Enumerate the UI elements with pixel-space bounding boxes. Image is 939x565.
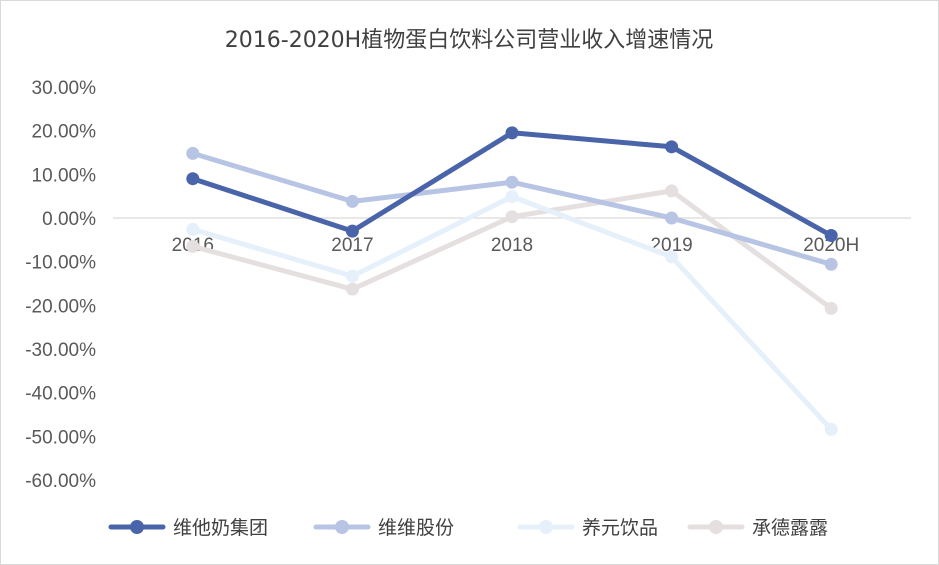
- y-tick-label: 20.00%: [32, 122, 97, 143]
- y-tick-label: -30.00%: [25, 340, 96, 361]
- data-point: [665, 184, 679, 198]
- data-point: [505, 190, 519, 204]
- legend-label: 养元饮品: [582, 517, 658, 539]
- data-point: [345, 194, 359, 208]
- y-tick-label: -40.00%: [25, 384, 96, 405]
- data-point: [345, 269, 359, 283]
- x-tick-label: 2020H: [803, 235, 859, 256]
- y-tick-label: -20.00%: [25, 296, 96, 317]
- y-tick-label: -10.00%: [25, 253, 96, 274]
- legend-swatch-marker: [130, 520, 144, 534]
- data-point: [505, 126, 519, 140]
- data-point: [186, 146, 200, 160]
- legend-label: 维他奶集团: [173, 517, 268, 539]
- legend-item: 维他奶集团: [108, 517, 268, 539]
- data-point: [824, 422, 838, 436]
- legend-item: 承德露露: [687, 517, 828, 539]
- data-point: [186, 172, 200, 186]
- legend-swatch-marker: [709, 520, 723, 534]
- series-line-2: [190, 194, 834, 432]
- data-point: [345, 282, 359, 296]
- legend-label: 承德露露: [752, 517, 828, 539]
- data-point: [186, 239, 200, 253]
- chart-title: 2016-2020H植物蛋白饮料公司营业收入增速情况: [225, 28, 713, 53]
- y-tick-label: 30.00%: [32, 78, 97, 99]
- legend-item: 维维股份: [313, 517, 454, 539]
- y-tick-label: -50.00%: [25, 427, 96, 448]
- x-tick-label: 2017: [331, 235, 373, 256]
- data-point: [186, 222, 200, 236]
- data-point: [345, 224, 359, 238]
- legend-item: 养元饮品: [517, 517, 658, 539]
- x-tick-label: 2018: [491, 235, 533, 256]
- data-point: [824, 228, 838, 242]
- data-point: [665, 250, 679, 264]
- data-point: [505, 210, 519, 224]
- legend-swatch-marker: [335, 520, 349, 534]
- data-point: [665, 211, 679, 225]
- y-tick-label: 10.00%: [32, 165, 97, 186]
- data-point: [824, 301, 838, 315]
- data-point: [824, 257, 838, 271]
- y-tick-label: 0.00%: [42, 209, 96, 230]
- data-point: [505, 175, 519, 189]
- legend-label: 维维股份: [378, 517, 454, 539]
- data-point: [665, 140, 679, 154]
- y-tick-label: -60.00%: [25, 471, 96, 492]
- legend-swatch-marker: [539, 520, 553, 534]
